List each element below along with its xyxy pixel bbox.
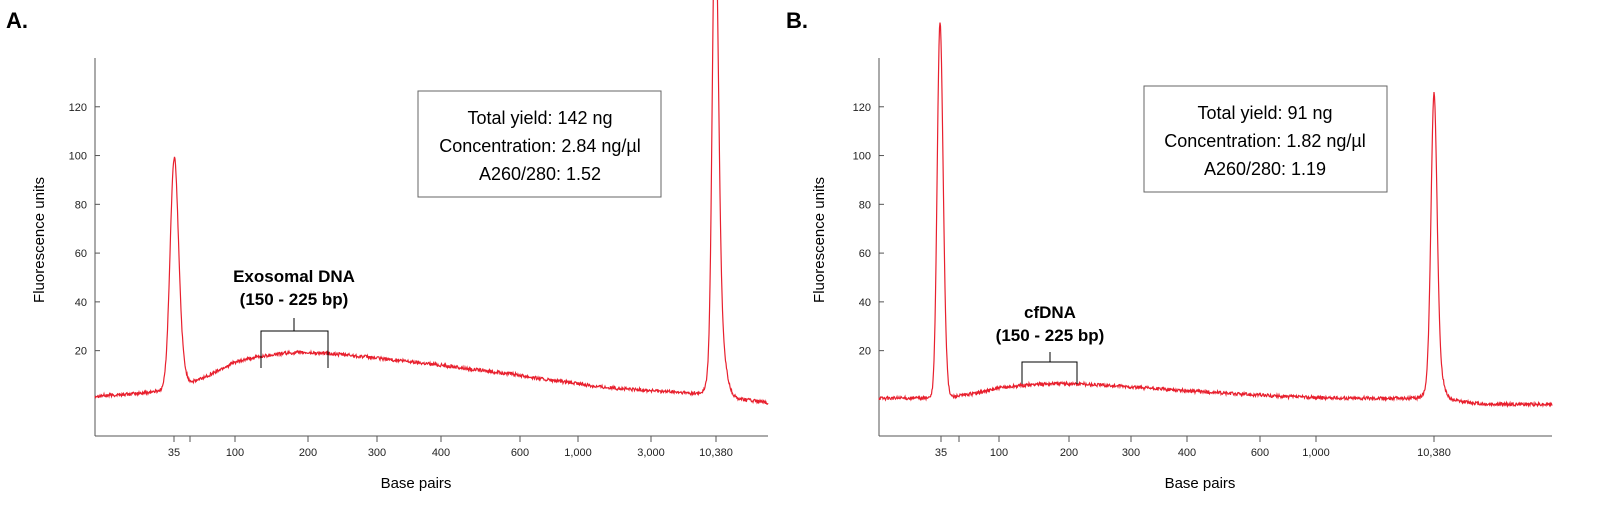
y-tick-label: 40 <box>75 297 87 309</box>
x-tick-label: 400 <box>432 447 450 459</box>
annotation-title: Exosomal DNA <box>233 267 355 286</box>
y-ticks: 20 40 60 80 100 120 <box>69 102 100 358</box>
x-tick-label: 300 <box>1122 447 1140 459</box>
y-tick-label: 20 <box>859 346 871 358</box>
annotation-exosomal-dna: Exosomal DNA (150 - 225 bp) <box>233 267 355 368</box>
x-tick-label: 35 <box>935 447 947 459</box>
annotation-cfdna: cfDNA (150 - 225 bp) <box>996 303 1105 384</box>
y-tick-label: 120 <box>853 102 871 114</box>
stats-box-border <box>417 90 662 198</box>
stats-box-border <box>1143 85 1388 193</box>
x-tick-label: 10,380 <box>699 447 733 459</box>
stats-ratio: A260/280: 1.52 <box>479 164 601 184</box>
series-line <box>94 0 769 405</box>
panel-label: B. <box>786 8 808 33</box>
x-tick-label: 35 <box>168 447 180 459</box>
y-ticks: 20 40 60 80 100 120 <box>853 102 884 358</box>
y-tick-label: 80 <box>859 199 871 211</box>
x-axis-title: Base pairs <box>381 475 452 492</box>
annotation-bracket <box>260 318 329 368</box>
x-ticks: 35 100 200 300 400 600 1,000 10,380 <box>935 436 1451 459</box>
stats-box: Total yield: 142 ng Concentration: 2.84 … <box>417 90 662 198</box>
y-tick-label: 120 <box>69 102 87 114</box>
stats-concentration: Concentration: 1.82 ng/µl <box>1164 131 1366 151</box>
y-tick-label: 100 <box>69 151 87 163</box>
y-tick-label: 20 <box>75 346 87 358</box>
stats-total-yield: Total yield: 142 ng <box>467 108 612 128</box>
y-tick-label: 60 <box>859 248 871 260</box>
annotation-bracket <box>1021 352 1078 384</box>
x-tick-label: 300 <box>368 447 386 459</box>
x-tick-label: 10,380 <box>1417 447 1451 459</box>
annotation-title: cfDNA <box>1024 303 1076 322</box>
x-tick-label: 1,000 <box>1302 447 1330 459</box>
y-tick-label: 60 <box>75 248 87 260</box>
x-axis-title: Base pairs <box>1165 475 1236 492</box>
y-axis-title: Fluorescence units <box>31 177 48 303</box>
x-tick-label: 200 <box>1060 447 1078 459</box>
stats-box: Total yield: 91 ng Concentration: 1.82 n… <box>1143 85 1388 193</box>
series-line <box>878 22 1553 408</box>
x-tick-label: 100 <box>226 447 244 459</box>
stats-total-yield: Total yield: 91 ng <box>1197 103 1332 123</box>
annotation-range: (150 - 225 bp) <box>240 290 349 309</box>
chart-panel-b: B. 20 40 60 80 100 120 35 100 200 300 400 600 1,000… <box>784 0 1584 507</box>
y-tick-label: 100 <box>853 151 871 163</box>
chart-a-svg: A. 20 40 60 80 100 120 35 100 200 300 400 600 1,000… <box>6 0 769 492</box>
x-tick-label: 600 <box>511 447 529 459</box>
chart-b-svg: B. 20 40 60 80 100 120 35 100 200 300 400 600 1,000… <box>786 8 1553 492</box>
stats-ratio: A260/280: 1.19 <box>1204 159 1326 179</box>
annotation-range: (150 - 225 bp) <box>996 326 1105 345</box>
y-axis-title: Fluorescence units <box>811 177 828 303</box>
x-tick-label: 100 <box>990 447 1008 459</box>
chart-panel-a: A. 20 40 60 80 100 120 35 100 200 300 400 600 1,000… <box>6 0 769 492</box>
panel-label: A. <box>6 8 28 33</box>
x-tick-label: 600 <box>1251 447 1269 459</box>
x-tick-label: 3,000 <box>637 447 665 459</box>
x-tick-label: 200 <box>299 447 317 459</box>
x-tick-label: 400 <box>1178 447 1196 459</box>
x-ticks: 35 100 200 300 400 600 1,000 3,000 10,380 <box>168 436 733 459</box>
y-tick-label: 80 <box>75 199 87 211</box>
y-tick-label: 40 <box>859 297 871 309</box>
x-tick-label: 1,000 <box>564 447 592 459</box>
stats-concentration: Concentration: 2.84 ng/µl <box>439 136 641 156</box>
